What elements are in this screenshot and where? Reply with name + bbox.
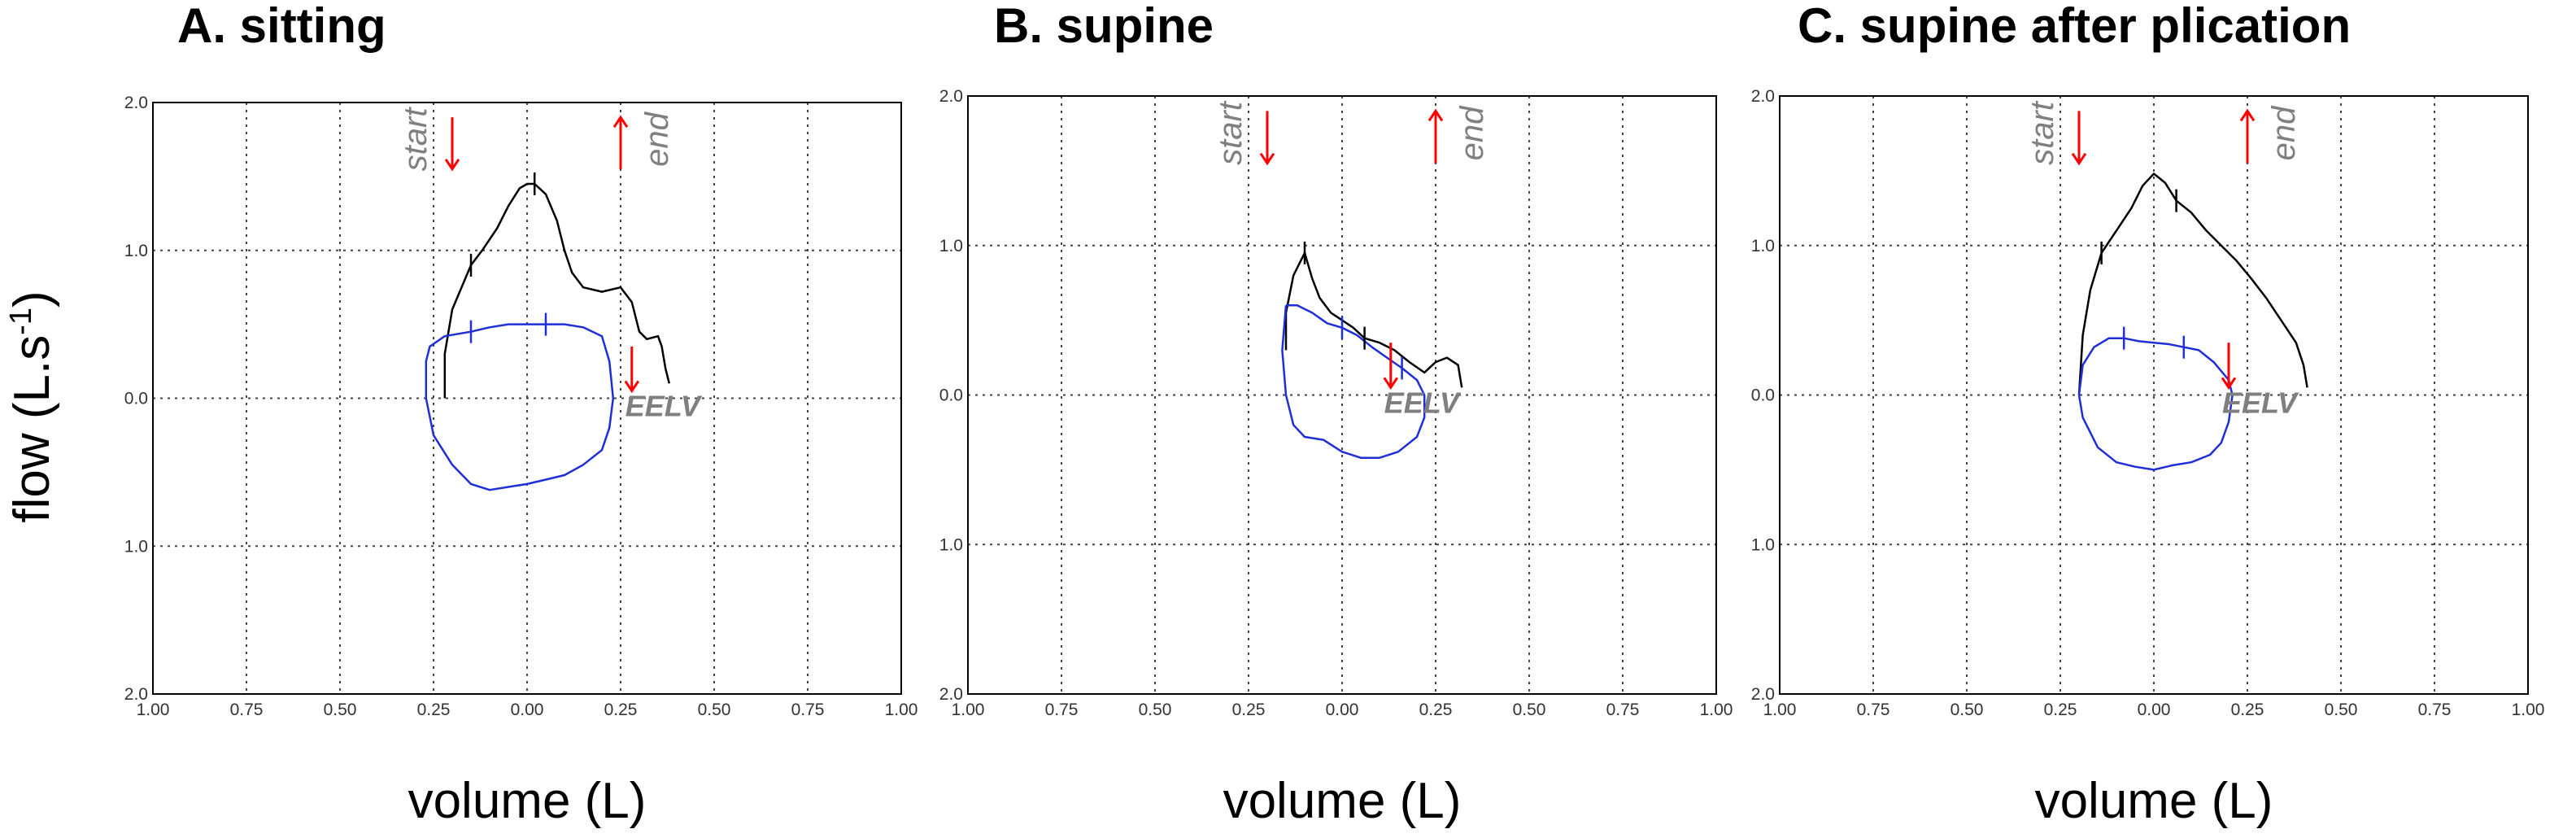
x-tick-label: 0.50 xyxy=(1951,701,1984,719)
x-tick-label: 1.00 xyxy=(1763,701,1797,719)
eelv-annotation: EELV xyxy=(625,390,703,423)
series-tidal xyxy=(2077,337,2234,471)
x-tick-label: 0.50 xyxy=(324,701,357,719)
x-tick-label: 0.50 xyxy=(698,701,731,719)
start-arrow-down-head xyxy=(1259,152,1275,166)
x-tick-label: 0.00 xyxy=(1326,701,1359,719)
y-axis-label: flow (L.s-1) xyxy=(4,290,60,522)
x-tick-label: 0.25 xyxy=(417,701,451,719)
y-axis-label-close: ) xyxy=(4,290,60,308)
y-tick-label: 0.0 xyxy=(124,390,148,408)
y-tick-label: 2.0 xyxy=(939,87,963,106)
series-tidal xyxy=(1281,304,1426,459)
y-tick-label: 0.0 xyxy=(1751,386,1775,405)
y-tick-label: 1.0 xyxy=(939,237,963,255)
end-arrow-up-head xyxy=(2239,108,2256,122)
x-tick-label: 0.50 xyxy=(1513,701,1546,719)
y-tick-label: 2.0 xyxy=(124,94,148,112)
y-tick-label: 2.0 xyxy=(1751,87,1775,106)
eelv-annotation: EELV xyxy=(1384,386,1462,420)
start-annotation: start xyxy=(1213,100,1249,165)
end-arrow-up-head xyxy=(612,115,629,129)
x-tick-label: 0.75 xyxy=(1045,701,1079,719)
chart-panels: A. sitting 1.00 0.75 0.50 0.25 0.00 0.25 0.50 0.… xyxy=(124,0,2545,829)
series-expiratory xyxy=(2077,172,2308,395)
x-tick-label: 0.00 xyxy=(2138,701,2171,719)
y-tick-label: 1.0 xyxy=(939,535,963,554)
x-tick-label: 0.75 xyxy=(791,701,825,719)
start-arrow-down-head xyxy=(2071,152,2087,166)
x-tick-label: 0.25 xyxy=(1419,701,1453,719)
start-annotation: start xyxy=(398,107,434,172)
end-arrow-up-head xyxy=(1427,108,1444,122)
x-tick-label: 1.00 xyxy=(137,701,170,719)
y-tick-label: 1.0 xyxy=(1751,535,1775,554)
x-tick-label: 1.00 xyxy=(885,701,918,719)
end-annotation: end xyxy=(639,111,675,166)
x-tick-label: 0.25 xyxy=(1232,701,1266,719)
x-axis-label: volume (L) xyxy=(408,773,647,829)
x-tick-label: 0.25 xyxy=(2044,701,2077,719)
y-tick-label: 1.0 xyxy=(124,242,148,260)
chart-panel-2: B. supine 1.00 0.75 0.50 0.25 0.00 0.25 0.50 0.7… xyxy=(939,0,1733,829)
y-axis-label-superscript: -1 xyxy=(4,308,38,335)
x-tick-label: 0.00 xyxy=(511,701,544,719)
x-tick-label: 0.75 xyxy=(1857,701,1890,719)
chart-title: A. sitting xyxy=(177,0,386,53)
start-annotation: start xyxy=(2025,100,2060,165)
series-expiratory xyxy=(443,182,671,399)
chart-panel-3: C. supine after plication 1.00 0.75 0.50 0.2… xyxy=(1751,0,2545,829)
eelv-annotation: EELV xyxy=(2222,386,2299,420)
chart-title: C. supine after plication xyxy=(1798,0,2351,53)
x-tick-label: 0.50 xyxy=(1139,701,1172,719)
x-tick-label: 0.25 xyxy=(604,701,638,719)
eelv-arrow-head xyxy=(2221,377,2237,391)
x-axis-label: volume (L) xyxy=(1223,773,1462,829)
y-tick-label: 2.0 xyxy=(124,685,148,704)
y-tick-label: 2.0 xyxy=(939,685,963,704)
chart-title: B. supine xyxy=(994,0,1214,53)
y-tick-label: 0.0 xyxy=(939,386,963,405)
y-tick-label: 2.0 xyxy=(1751,685,1775,704)
eelv-arrow-head xyxy=(624,380,640,394)
series-tidal xyxy=(425,323,615,491)
x-tick-label: 1.00 xyxy=(1700,701,1733,719)
plot-area xyxy=(1779,95,2529,695)
x-tick-label: 1.00 xyxy=(952,701,985,719)
x-axis-label: volume (L) xyxy=(2035,773,2273,829)
plot-area xyxy=(967,95,1717,695)
y-tick-label: 1.0 xyxy=(1751,237,1775,255)
end-annotation: end xyxy=(2266,105,2302,160)
y-axis-label-main: flow (L.s xyxy=(4,335,60,523)
x-tick-label: 0.25 xyxy=(2231,701,2264,719)
x-tick-label: 0.75 xyxy=(2418,701,2452,719)
x-tick-label: 0.50 xyxy=(2325,701,2358,719)
x-tick-label: 1.00 xyxy=(2512,701,2545,719)
plot-area xyxy=(152,102,902,695)
series-expiratory xyxy=(1284,251,1463,388)
y-tick-label: 1.0 xyxy=(124,537,148,556)
chart-panel-1: A. sitting 1.00 0.75 0.50 0.25 0.00 0.25 0.50 0.… xyxy=(124,0,918,829)
eelv-arrow-head xyxy=(1383,377,1399,391)
x-tick-label: 0.75 xyxy=(230,701,264,719)
x-tick-label: 0.75 xyxy=(1606,701,1640,719)
start-arrow-down-head xyxy=(444,158,460,172)
end-annotation: end xyxy=(1454,105,1490,160)
